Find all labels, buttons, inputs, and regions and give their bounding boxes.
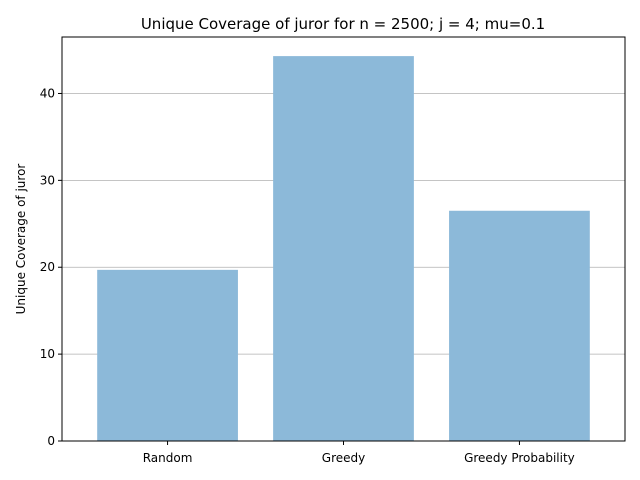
x-axis-ticks: Random Greedy Greedy Probability: [143, 441, 575, 465]
x-tick-label-greedy: Greedy: [322, 451, 365, 465]
y-tick-label-30: 30: [40, 173, 55, 187]
y-tick-label-40: 40: [40, 86, 55, 100]
x-tick-label-random: Random: [143, 451, 193, 465]
y-axis-ticks: 0 10 20 30 40: [40, 86, 62, 448]
y-axis-label: Unique Coverage of juror: [14, 164, 28, 315]
chart-title: Unique Coverage of juror for n = 2500; j…: [141, 15, 545, 33]
bars: [97, 56, 590, 441]
bar-random: [97, 269, 238, 441]
bar-greedy-probability: [449, 210, 590, 441]
y-tick-label-0: 0: [47, 434, 55, 448]
y-tick-label-10: 10: [40, 347, 55, 361]
bar-greedy: [273, 56, 414, 441]
x-tick-label-greedy-probability: Greedy Probability: [464, 451, 575, 465]
y-tick-label-20: 20: [40, 260, 55, 274]
